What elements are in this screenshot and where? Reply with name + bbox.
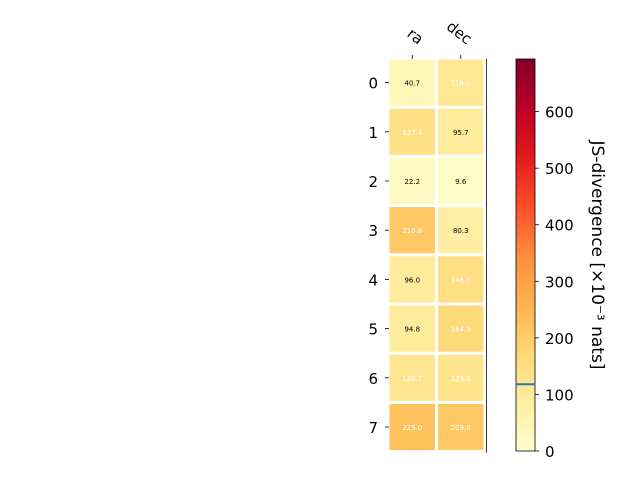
heatmap-cell [389, 305, 435, 352]
heatmap-cell [438, 108, 484, 155]
cell-value-label: 114.0 [451, 80, 471, 88]
row-label: 6 [368, 370, 378, 388]
heatmap-cell [389, 59, 435, 106]
heatmap-cell [389, 108, 435, 155]
heatmap-cell [438, 305, 484, 352]
cell-value-label: 9.6 [455, 178, 467, 186]
heatmap-cell [389, 256, 435, 303]
cell-value-label: 209.0 [451, 424, 471, 432]
heatmap-cell [389, 354, 435, 401]
heatmap-cell [438, 207, 484, 254]
row-label: 1 [368, 124, 378, 142]
colorbar-tick-label: 200 [545, 330, 574, 348]
column-label: dec [443, 17, 475, 48]
cell-value-label: 95.7 [453, 129, 469, 137]
column-label: ra [404, 25, 427, 49]
cell-value-label: 123.6 [451, 375, 472, 383]
colorbar-label: JS-divergence [×10⁻³ nats] [587, 140, 607, 370]
cell-value-label: 146.8 [451, 276, 471, 284]
heatmap-cell [389, 403, 435, 451]
heatmap-cell [438, 59, 484, 106]
cell-value-label: 137.4 [402, 129, 423, 137]
heatmap-cell [438, 157, 484, 205]
colorbar-gradient [515, 58, 536, 452]
colorbar-tick-label: 600 [545, 104, 574, 122]
cell-value-label: 96.0 [404, 276, 420, 284]
row-label: 2 [368, 173, 378, 191]
colorbar-tick-label: 300 [545, 273, 574, 291]
row-label: 4 [368, 271, 378, 289]
cell-value-label: 22.2 [404, 178, 420, 186]
heatmap-cell [389, 157, 435, 205]
cell-value-label: 225.0 [402, 424, 422, 432]
row-label: 7 [368, 419, 378, 437]
heatmap-cell [438, 403, 484, 451]
cell-value-label: 80.3 [453, 227, 469, 235]
heatmap-cells: 40.7 114.0 137.4 95.7 22.2 9.6 210.8 80.3 96.0 14… [389, 59, 484, 451]
colorbar-tick-label: 100 [545, 386, 574, 404]
colorbar-tick-label: 500 [545, 160, 574, 178]
row-label: 0 [368, 75, 378, 93]
heatmap-cell [438, 354, 484, 401]
colorbar: 0 100 200 300 400 500 600 JS-divergence [×10⁻³ … [515, 58, 607, 461]
cell-value-label: 120.7 [402, 375, 422, 383]
cell-value-label: 94.8 [404, 326, 420, 334]
cell-value-label: 40.7 [404, 80, 420, 88]
row-label: 3 [368, 222, 378, 240]
heatmap-cell [438, 256, 484, 303]
heatmap-cell [389, 207, 435, 254]
row-label: 5 [368, 321, 378, 339]
colorbar-tick-label: 400 [545, 217, 574, 235]
cell-value-label: 210.8 [402, 227, 422, 235]
colorbar-tick-label: 0 [545, 443, 555, 461]
cell-value-label: 164.9 [451, 326, 471, 334]
